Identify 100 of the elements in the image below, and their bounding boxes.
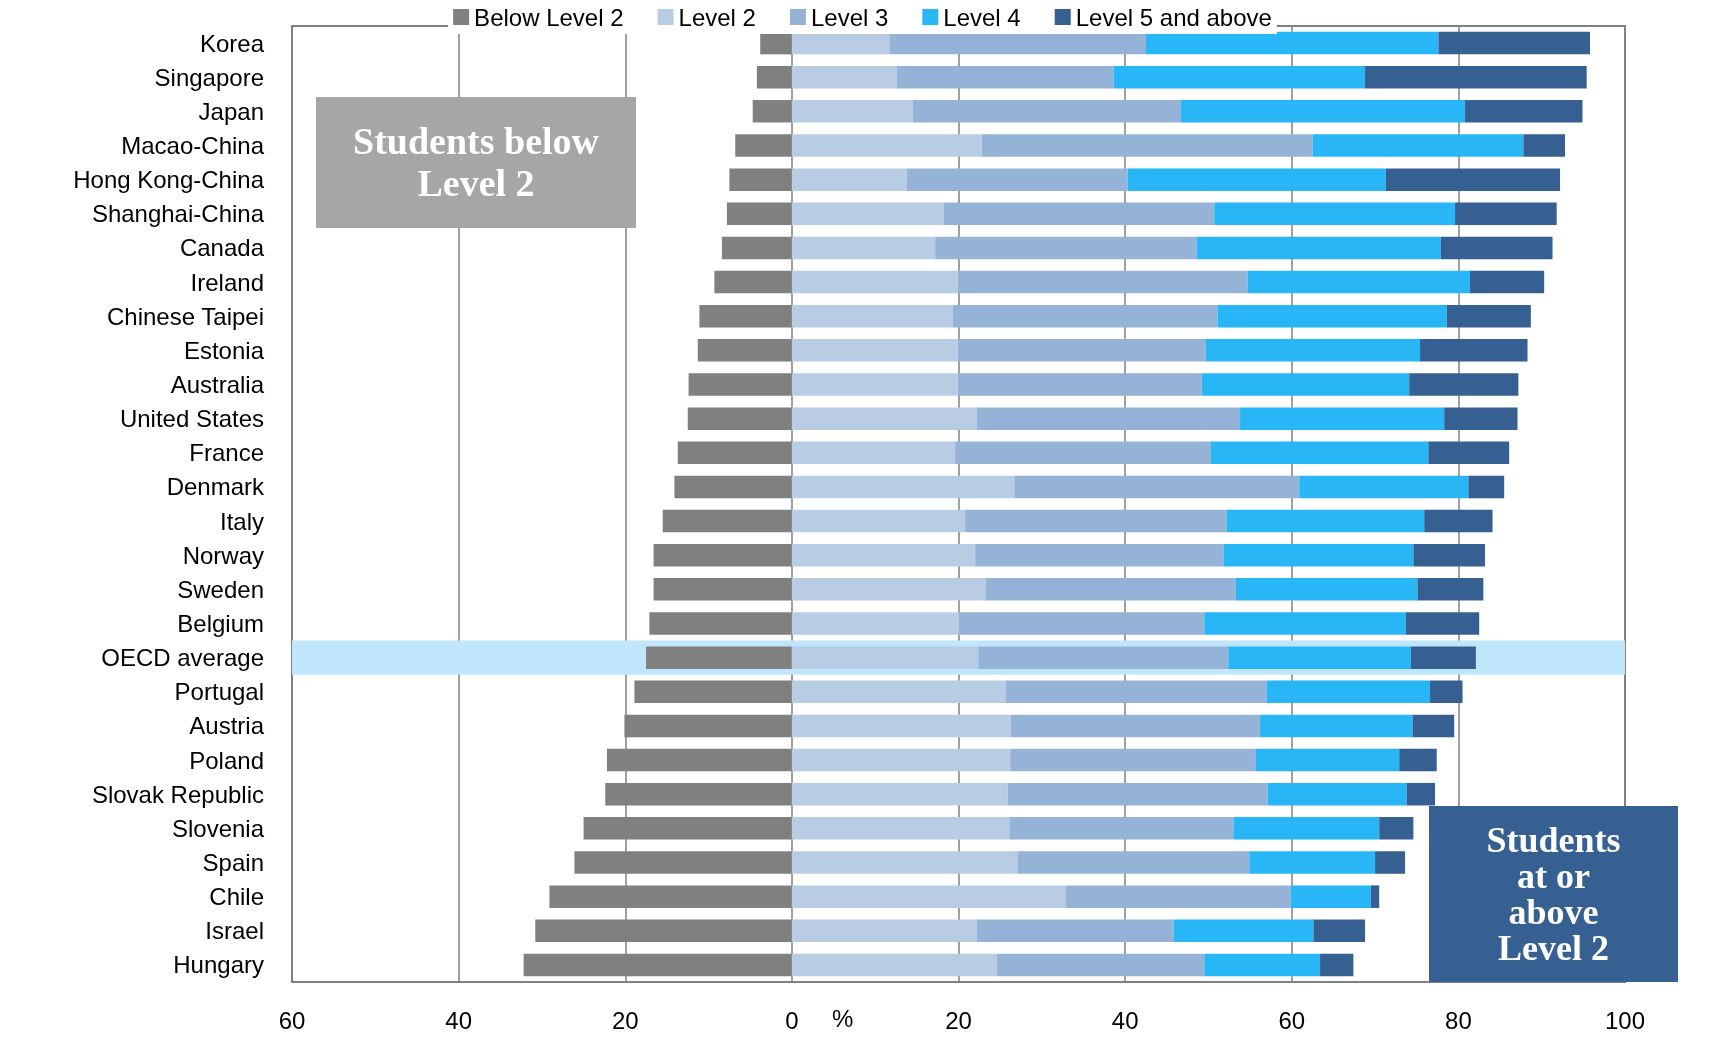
x-tick-label: 40 xyxy=(1111,1006,1139,1034)
caption-box: Students at or above Level 2 xyxy=(1429,806,1678,982)
bar xyxy=(957,270,1248,294)
bar xyxy=(791,748,1011,772)
bar xyxy=(1430,680,1463,704)
bar xyxy=(791,851,1018,874)
bar xyxy=(976,407,1241,430)
bar xyxy=(791,543,976,567)
bar xyxy=(978,646,1229,669)
bar xyxy=(791,714,1011,738)
bar xyxy=(1204,953,1321,977)
bar xyxy=(1007,782,1268,806)
bar xyxy=(1223,543,1414,567)
bar xyxy=(1065,885,1291,908)
bar xyxy=(791,441,956,465)
y-tick-label: Denmark xyxy=(166,473,265,501)
bar xyxy=(1375,851,1406,874)
x-tick-label: 60 xyxy=(1278,1006,1306,1034)
legend-label: Level 4 xyxy=(943,3,1021,31)
y-tick-label: Israel xyxy=(205,917,264,945)
y-tick-label: Spain xyxy=(202,849,264,876)
bar xyxy=(1410,646,1476,669)
bar xyxy=(1428,441,1510,465)
bar xyxy=(791,202,944,226)
bar xyxy=(1260,714,1413,738)
y-tick-label: Hungary xyxy=(173,951,264,979)
bar xyxy=(791,134,982,157)
bar xyxy=(1249,851,1376,874)
bar xyxy=(1446,304,1531,328)
bar xyxy=(1455,202,1557,226)
bar xyxy=(1385,168,1561,191)
bar xyxy=(906,168,1128,191)
y-tick-label: Italy xyxy=(219,507,264,535)
bar xyxy=(646,646,792,669)
y-tick-label: Korea xyxy=(199,29,265,57)
bar xyxy=(943,202,1215,226)
bar xyxy=(1299,475,1469,499)
bar xyxy=(952,304,1218,328)
bar xyxy=(791,236,936,260)
bar xyxy=(1173,919,1314,943)
y-tick-label: Australia xyxy=(170,371,265,398)
x-tick-label: 0 xyxy=(785,1006,799,1034)
bar xyxy=(1010,714,1261,738)
bar xyxy=(791,680,1006,704)
bar xyxy=(791,65,897,89)
bar xyxy=(1412,714,1455,738)
bar xyxy=(1240,407,1445,430)
bar xyxy=(1205,339,1421,362)
bar xyxy=(1145,31,1439,55)
bar xyxy=(791,475,1015,499)
bar xyxy=(1009,817,1234,840)
bar xyxy=(955,441,1211,465)
bar xyxy=(1247,270,1471,294)
x-tick-label: 40 xyxy=(445,1006,472,1034)
x-tick-label: 20 xyxy=(945,1006,972,1034)
bar xyxy=(791,919,977,943)
bar xyxy=(791,339,958,362)
x-axis-title: % xyxy=(831,1004,854,1032)
bar xyxy=(1204,612,1406,635)
y-tick-label: Portugal xyxy=(174,678,264,706)
bar xyxy=(1424,509,1493,533)
bar xyxy=(1235,578,1418,601)
bar xyxy=(1444,407,1518,430)
bar xyxy=(1409,373,1519,396)
y-tick-label: Austria xyxy=(189,712,265,740)
bar xyxy=(896,65,1114,89)
y-tick-label: Norway xyxy=(182,541,264,569)
bar xyxy=(912,100,1181,123)
bar xyxy=(791,168,907,191)
bar xyxy=(1465,100,1583,123)
bar xyxy=(1399,748,1437,772)
caption-box: Students below Level 2 xyxy=(316,97,636,228)
bar xyxy=(1217,304,1447,328)
bar xyxy=(1290,885,1371,908)
bar xyxy=(957,373,1202,396)
bar xyxy=(1010,748,1256,772)
bar xyxy=(791,407,977,430)
bar xyxy=(1255,748,1400,772)
legend-label: Below Level 2 xyxy=(474,3,624,31)
y-tick-label: United States xyxy=(119,405,264,433)
legend-label: Level 3 xyxy=(810,3,889,31)
bar xyxy=(1468,475,1505,499)
bar xyxy=(791,509,966,533)
y-tick-label: Slovenia xyxy=(171,814,265,842)
x-tick-label: 60 xyxy=(278,1006,306,1034)
bar xyxy=(791,782,1008,806)
y-tick-label: Sweden xyxy=(177,575,264,603)
bar xyxy=(959,612,1205,635)
bar xyxy=(1312,134,1524,157)
bar xyxy=(1014,475,1300,499)
bar xyxy=(791,373,958,396)
bar xyxy=(1127,168,1386,191)
bar xyxy=(1413,543,1486,567)
y-tick-label: France xyxy=(189,439,264,467)
bar xyxy=(1320,953,1354,977)
y-tick-label: Chile xyxy=(209,883,264,911)
bar xyxy=(976,919,1174,943)
bar xyxy=(1180,100,1466,123)
bar xyxy=(957,339,1206,362)
y-tick-label: Slovak Republic xyxy=(91,780,264,808)
